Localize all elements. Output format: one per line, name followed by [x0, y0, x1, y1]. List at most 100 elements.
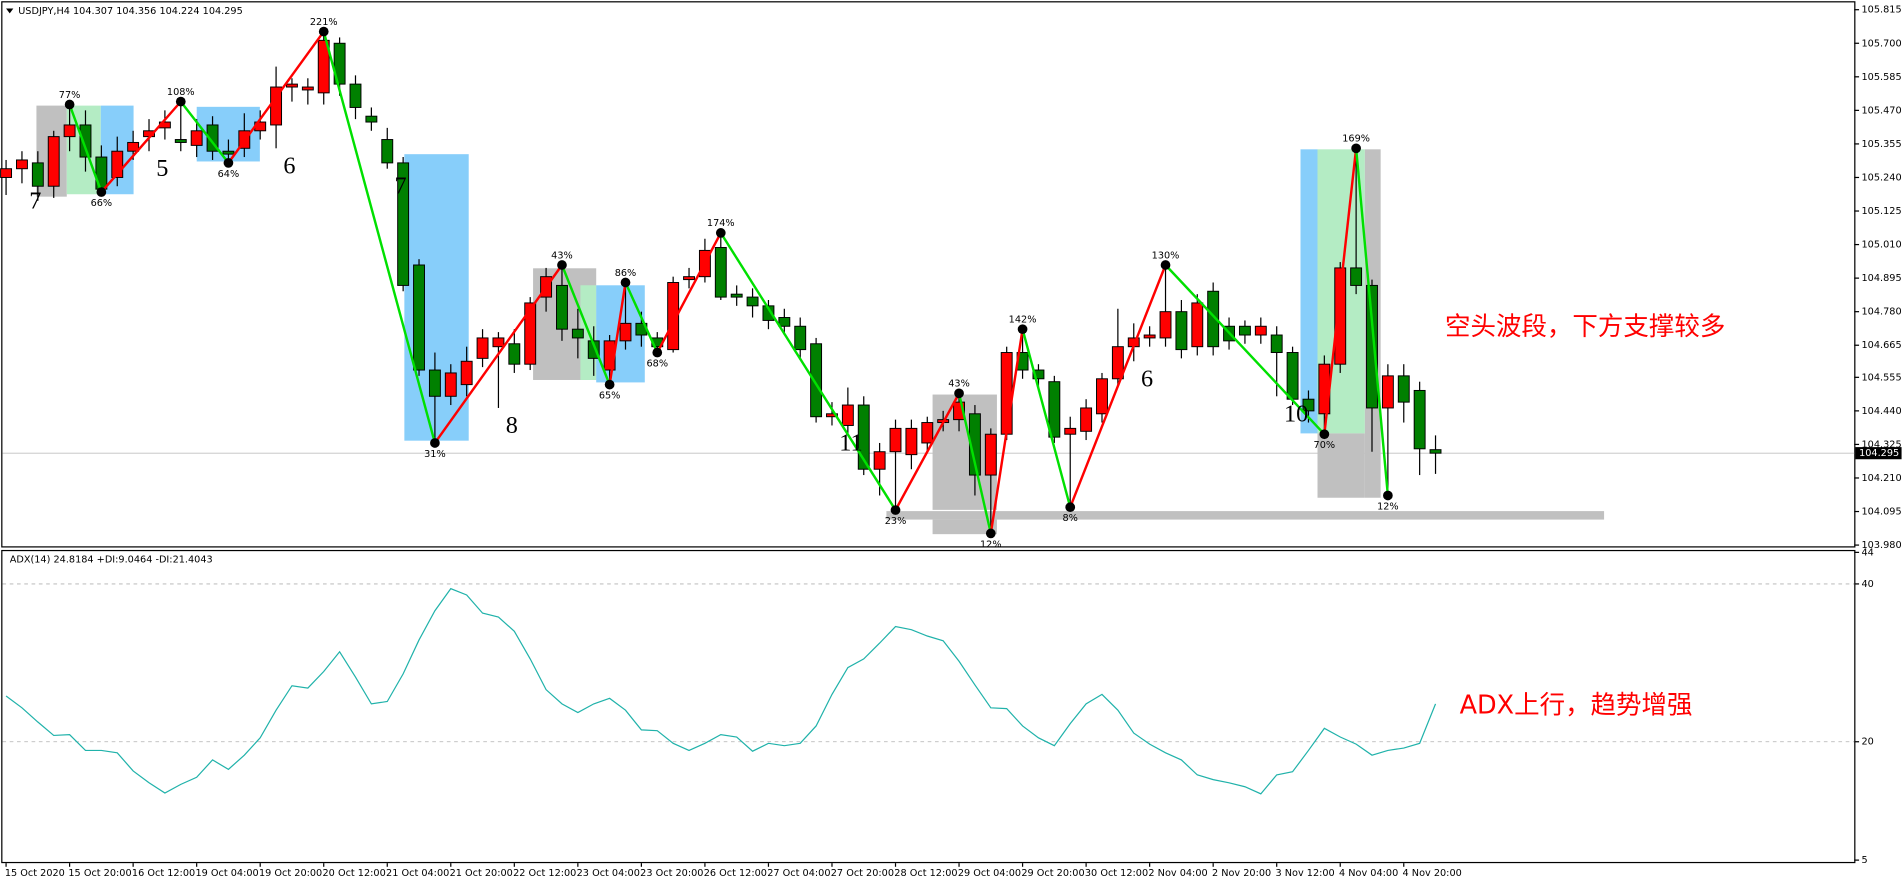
pivot-point	[620, 277, 631, 288]
x-tick-label: 4 Nov 04:00	[1339, 868, 1398, 879]
pivot-point	[985, 528, 996, 539]
pivot-point	[96, 187, 107, 197]
wave-count: 6	[1141, 365, 1153, 392]
indicator-header: ADX(14) 24.8184 +DI:9.0464 -DI:21.4043	[10, 555, 213, 566]
candle-body	[508, 343, 521, 365]
zigzag-segment	[68, 104, 103, 193]
candle-body	[1413, 389, 1426, 450]
candle-body	[174, 139, 187, 143]
pivot-label: 86%	[615, 268, 637, 279]
pivot-label: 174%	[707, 218, 735, 229]
x-tick-label: 22 Oct 12:00	[513, 868, 576, 879]
candle-body	[1191, 302, 1204, 348]
candle-body	[921, 422, 934, 444]
x-tick-label: 26 Oct 12:00	[704, 868, 767, 879]
zigzag-segment	[1354, 148, 1390, 496]
wave-count: 8	[506, 412, 518, 439]
candle-body	[1238, 325, 1251, 336]
pivot-point	[1160, 260, 1171, 270]
candle-body	[667, 282, 680, 351]
candle-body	[556, 284, 568, 330]
x-tick-label: 19 Oct 04:00	[195, 868, 258, 879]
candle-body	[841, 404, 854, 426]
zigzag-segment	[1021, 328, 1072, 508]
indicator-frame	[1, 549, 1856, 864]
candle-body	[301, 86, 314, 91]
y-tick-label: 44	[1861, 547, 1873, 558]
candle-body	[1064, 427, 1077, 435]
pivot-label: 23%	[885, 516, 907, 527]
y-tick-label: 5	[1861, 855, 1867, 866]
candle-body	[222, 150, 235, 155]
candle-body	[206, 124, 219, 152]
candle-body	[349, 83, 362, 108]
candle-body	[492, 337, 505, 348]
candle-body	[1175, 311, 1188, 351]
candle-body	[444, 372, 457, 397]
pivot-label: 70%	[1314, 440, 1336, 451]
pivot-label: 31%	[424, 449, 446, 460]
pivot-label: 108%	[167, 87, 195, 98]
pivot-point	[652, 347, 663, 358]
zigzag-segment	[608, 282, 627, 385]
pivot-point	[223, 158, 234, 168]
candle-body	[730, 293, 743, 298]
candle-body	[873, 451, 886, 470]
y-tick-label: 105.700	[1861, 38, 1901, 49]
x-tick-label: 29 Oct 20:00	[1021, 868, 1084, 879]
pivot-label: 68%	[646, 358, 668, 369]
candle-body	[317, 39, 330, 94]
x-tick-label: 29 Oct 04:00	[958, 868, 1021, 879]
adx-line	[5, 587, 1437, 795]
x-tick-label: 15 Oct 20:00	[68, 868, 131, 879]
zigzag-segment	[179, 100, 230, 164]
pivot-label: 8%	[1063, 513, 1078, 524]
zigzag-segment	[989, 328, 1024, 534]
current-price-label: 104.295	[1859, 448, 1899, 459]
candle-body	[397, 162, 410, 286]
candle-body	[619, 322, 632, 342]
zone	[932, 519, 997, 535]
x-tick-label: 15 Oct 2020	[5, 868, 65, 879]
zigzag-segment	[1164, 264, 1326, 436]
candle-body	[1286, 352, 1299, 400]
x-tick-label: 28 Oct 12:00	[894, 868, 957, 879]
pivot-label: 142%	[1009, 314, 1037, 325]
wave-count: 6	[283, 152, 295, 179]
wave-count: 5	[156, 155, 168, 182]
annotation: ADX上行，趋势增强	[1460, 691, 1693, 721]
x-tick-label: 27 Oct 04:00	[767, 868, 830, 879]
pivot-point	[557, 260, 567, 270]
y-tick-label: 104.095	[1861, 507, 1901, 518]
zigzag-segment	[624, 282, 659, 354]
pivot-label: 43%	[948, 379, 970, 390]
pivot-label: 43%	[551, 250, 573, 261]
pivot-point	[954, 388, 964, 399]
y-tick-label: 105.010	[1861, 240, 1901, 251]
pivot-point	[1017, 324, 1028, 335]
candle-body	[810, 343, 823, 418]
pivot-point	[1319, 429, 1330, 440]
candle-body	[16, 159, 28, 170]
y-tick-label: 40	[1861, 579, 1873, 590]
x-tick-label: 20 Oct 12:00	[323, 868, 386, 879]
zone	[1300, 149, 1318, 434]
y-tick-label: 104.665	[1861, 340, 1901, 351]
y-tick-label: 104.325	[1861, 439, 1901, 450]
pivot-point	[890, 505, 901, 515]
pivot-label: 65%	[599, 391, 621, 402]
menu-triangle	[6, 8, 14, 14]
candle-body	[778, 317, 791, 327]
pivot-point	[64, 99, 75, 110]
x-tick-label: 23 Oct 04:00	[577, 868, 640, 879]
pivot-point	[1351, 143, 1361, 154]
pivot-label: 12%	[980, 539, 1002, 550]
candle-body	[889, 427, 902, 453]
candle-body	[571, 328, 584, 339]
zigzag-segment	[894, 392, 961, 511]
pivot-label: 64%	[218, 169, 240, 180]
candle-body	[1000, 352, 1013, 435]
wave-count: 7	[29, 187, 41, 214]
support-band	[886, 511, 1605, 520]
